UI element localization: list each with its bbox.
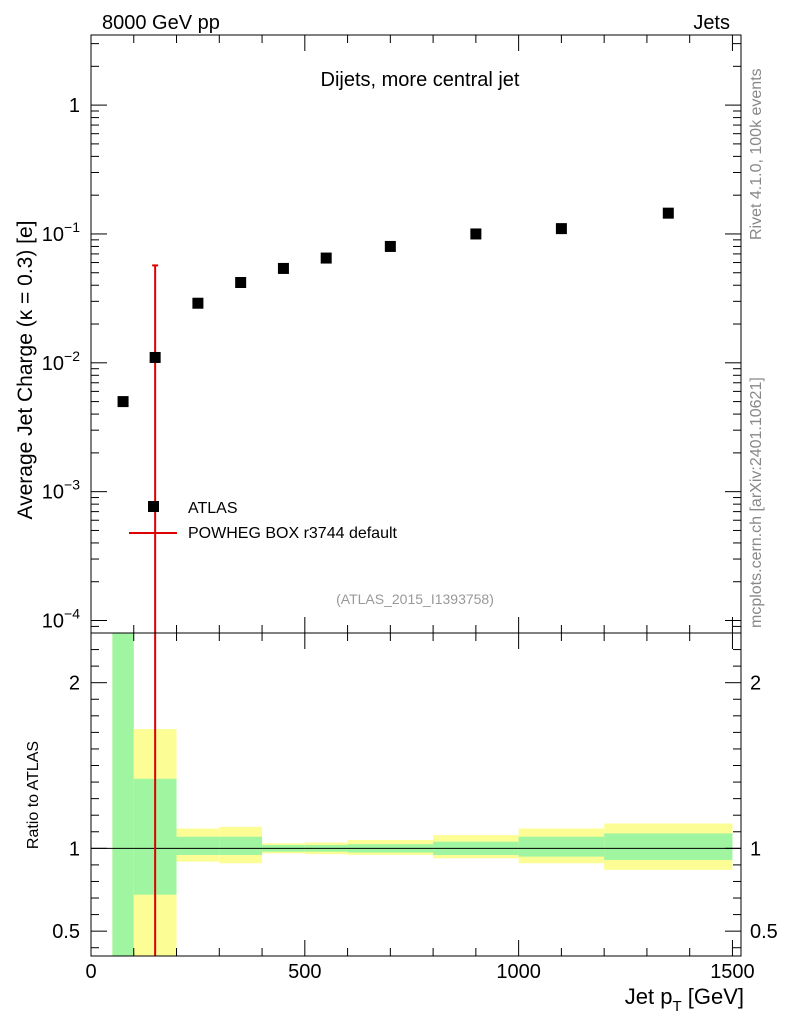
ratio-y-tick-label-left: 2	[69, 673, 80, 695]
atlas-data-point	[235, 277, 247, 289]
atlas-data-point	[277, 262, 289, 274]
ratio-stat-band	[176, 836, 220, 855]
ratio-stat-band	[112, 633, 134, 956]
rivet-version-label: Rivet 4.1.0, 100k events	[748, 68, 765, 240]
ratio-y-tick-label-right: 2	[750, 673, 761, 695]
header-left-label: 8000 GeV pp	[102, 12, 220, 34]
main-y-tick-label: 10−2	[42, 348, 80, 375]
ratio-axis-ticks	[91, 633, 741, 956]
atlas-data-point	[470, 228, 482, 240]
main-y-tick-label: 10−3	[42, 477, 80, 504]
main-y-tick-label-exponent: −3	[64, 477, 80, 493]
ratio-y-axis-label: Ratio to ATLAS	[25, 741, 42, 849]
x-tick-label: 0	[85, 961, 96, 983]
header-right-label: Jets	[693, 12, 730, 34]
main-axis-ticks	[91, 35, 741, 634]
ratio-stat-band	[518, 836, 605, 857]
main-panel: Dijets, more central jet Average Jet Cha…	[14, 34, 742, 634]
x-tick-label: 500	[288, 961, 321, 983]
main-frame	[90, 34, 742, 634]
watermark-label: (ATLAS_2015_I1393758)	[336, 591, 494, 607]
ratio-bands	[91, 633, 741, 956]
main-y-tick-label-exponent: −1	[64, 219, 80, 235]
main-title: Dijets, more central jet	[321, 69, 520, 91]
ratio-panel: 0.5 0.5 1 1 2 2 0 500 1000 1500 Ratio to ATLAS J…	[25, 632, 778, 1015]
legend-atlas-label: ATLAS	[188, 500, 238, 517]
atlas-data-point	[192, 297, 204, 309]
legend-powheg-label: POWHEG BOX r3744 default	[188, 525, 398, 542]
main-y-tick-label-base: 10	[42, 224, 64, 246]
main-y-tick-label-base: 10	[42, 482, 64, 504]
main-y-tick-label: 1	[69, 95, 80, 117]
legend: ATLAS POWHEG BOX r3744 default	[129, 500, 398, 542]
main-y-tick-label-base: 10	[42, 353, 64, 375]
x-axis-label-subscript: T	[672, 998, 681, 1015]
legend-atlas-marker	[148, 501, 159, 512]
ratio-stat-band	[219, 836, 263, 855]
main-y-tick-labels: 10−410−310−210−11	[42, 95, 80, 632]
atlas-data-point	[320, 252, 332, 264]
ratio-y-tick-label-right: 0.5	[750, 921, 778, 943]
ratio-frame	[90, 632, 742, 957]
main-y-tick-label: 10−4	[42, 606, 80, 633]
main-y-tick-label-exponent: −4	[64, 606, 80, 622]
main-data-marks	[117, 207, 674, 633]
ratio-y-tick-label-left: 0.5	[52, 921, 80, 943]
main-y-tick-label-base: 1	[69, 95, 80, 117]
x-axis-label-unit: [GeV]	[682, 984, 744, 1009]
ratio-x-tick-labels: 0 500 1000 1500	[85, 961, 754, 983]
main-y-tick-label-exponent: −2	[64, 348, 80, 364]
x-axis-label-main: Jet p	[625, 984, 673, 1009]
main-y-tick-label: 10−1	[42, 219, 80, 246]
atlas-data-point	[117, 396, 129, 408]
atlas-data-point	[149, 351, 161, 363]
x-tick-label: 1500	[710, 961, 755, 983]
ratio-y-tick-label-left: 1	[69, 838, 80, 860]
atlas-data-point	[555, 223, 567, 235]
ratio-y-tick-labels: 0.5 0.5 1 1 2 2	[52, 673, 778, 943]
atlas-data-point	[662, 207, 674, 219]
ratio-stat-band	[604, 833, 733, 860]
x-tick-label: 1000	[496, 961, 541, 983]
ratio-y-tick-label-right: 1	[750, 838, 761, 860]
x-axis-label: Jet pT [GeV]	[625, 984, 744, 1015]
atlas-data-point	[384, 240, 396, 252]
mcplots-label: mcplots.cern.ch [arXiv:2401.10621]	[748, 377, 765, 628]
main-y-axis-label: Average Jet Charge (κ = 0.3) [e]	[14, 220, 37, 519]
main-y-tick-label-base: 10	[42, 611, 64, 633]
